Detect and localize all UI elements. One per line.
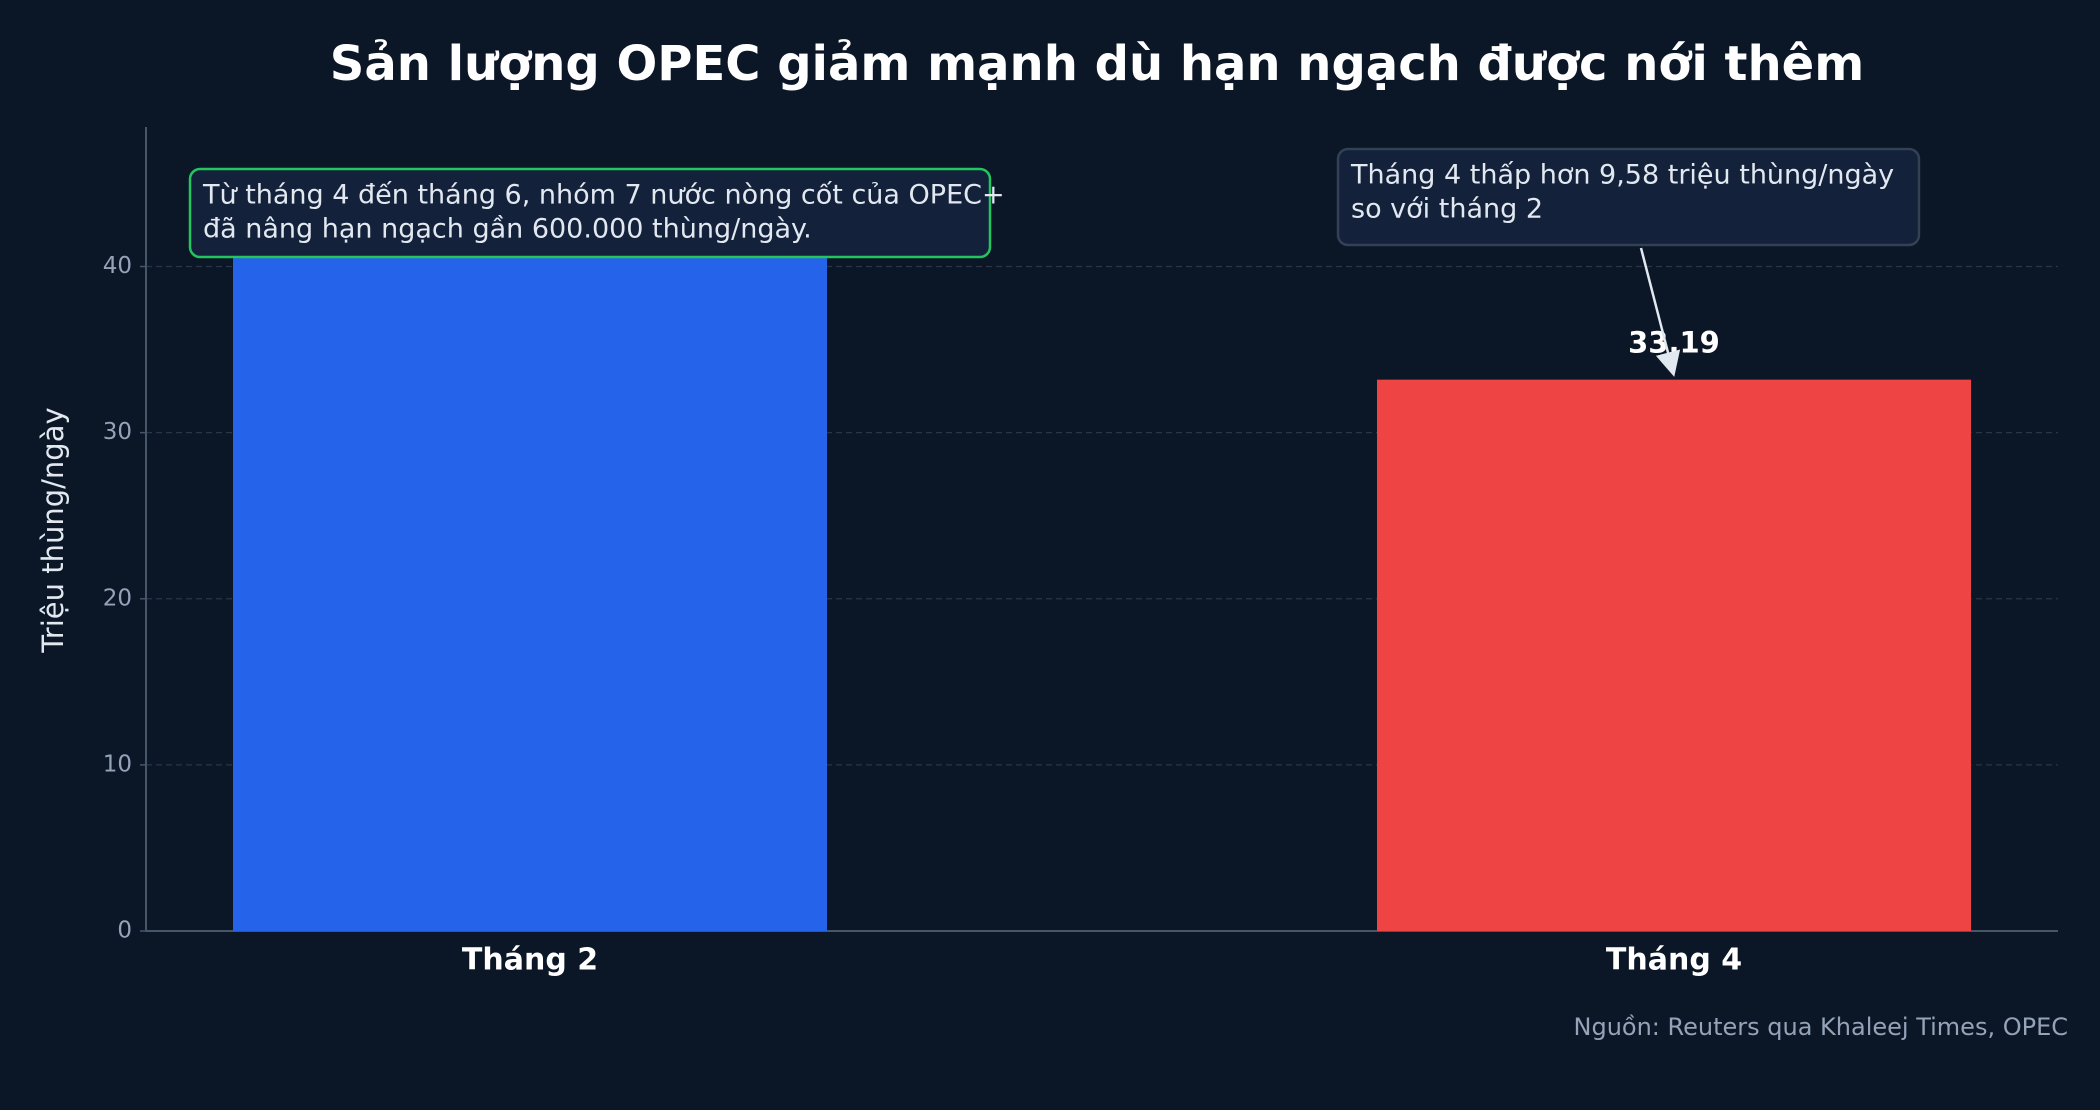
y-tick-label: 30	[103, 419, 132, 445]
y-axis-label: Triệu thùng/ngày	[36, 407, 70, 653]
annotation-text: đã nâng hạn ngạch gần 600.000 thùng/ngày…	[203, 214, 812, 245]
x-tick-label: Tháng 2	[462, 943, 598, 978]
y-tick-label: 40	[103, 253, 132, 279]
annotation-arrow	[1639, 247, 1681, 377]
y-tick-label: 10	[103, 751, 132, 777]
annotation-text: Từ tháng 4 đến tháng 6, nhóm 7 nước nòng…	[202, 180, 1005, 211]
annotation-box	[1336, 147, 1921, 247]
annotation-text: so với tháng 2	[1351, 194, 1543, 225]
bar	[233, 220, 827, 932]
annotation-text: Tháng 4 thấp hơn 9,58 triệu thùng/ngày	[1350, 160, 1894, 191]
chart-title: Sản lượng OPEC giảm mạnh dù hạn ngạch đư…	[330, 36, 1864, 92]
y-tick-label: 0	[117, 918, 132, 944]
bar	[1377, 379, 1971, 931]
source: Nguồn: Reuters qua Khaleej Times, OPEC	[1574, 1013, 2068, 1041]
x-tick-label: Tháng 4	[1606, 943, 1742, 978]
y-tick-label: 20	[103, 585, 132, 611]
annotation-box	[188, 167, 992, 259]
value-label: 33.19	[1628, 326, 1720, 360]
